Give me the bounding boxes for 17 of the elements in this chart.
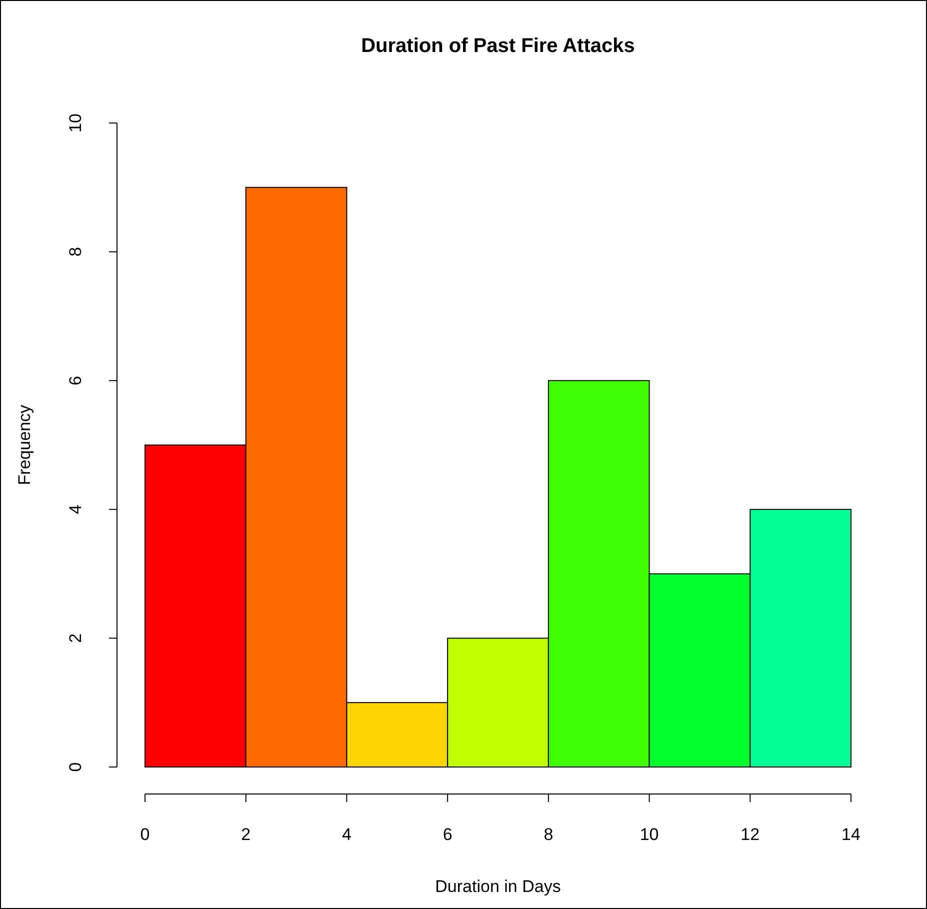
x-tick-label: 8 (544, 825, 554, 844)
y-tick-label: 2 (66, 633, 85, 643)
x-tick-label: 4 (342, 825, 352, 844)
y-tick-label: 4 (66, 504, 85, 514)
x-tick-label: 2 (241, 825, 251, 844)
y-tick-label: 6 (66, 376, 85, 386)
x-tick-label: 14 (842, 825, 860, 844)
x-tick-label: 0 (140, 825, 150, 844)
x-tick-label: 6 (442, 825, 452, 844)
x-axis-title: Duration in Days (435, 877, 561, 896)
x-tick-label: 12 (740, 825, 760, 844)
y-axis-title: Frequency (15, 404, 34, 486)
chart-title: Duration of Past Fire Attacks (361, 35, 635, 57)
y-tick-label: 10 (66, 114, 85, 132)
x-tick-label: 10 (640, 825, 659, 844)
y-tick-label: 0 (66, 762, 85, 772)
y-tick-label: 8 (66, 247, 85, 257)
